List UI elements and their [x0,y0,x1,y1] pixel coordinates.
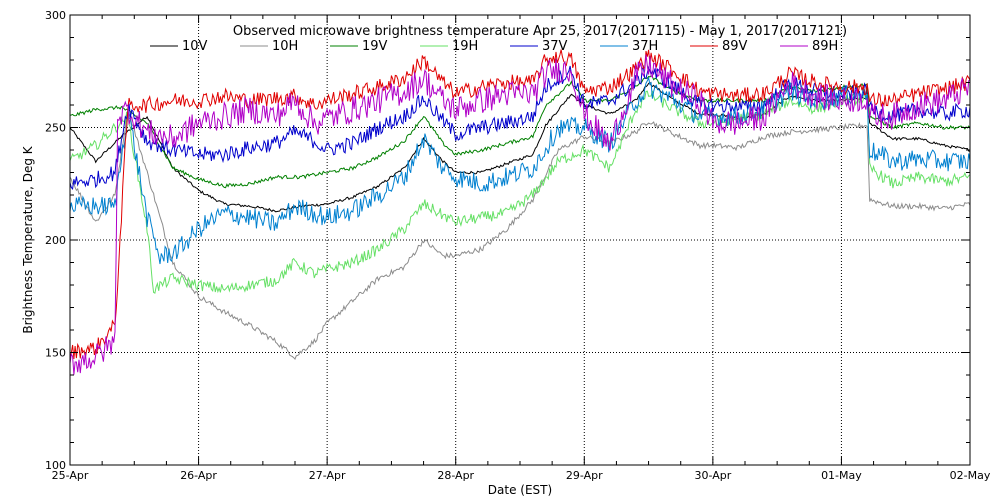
y-tick-label: 250 [45,122,66,135]
x-tick-label: 25-Apr [52,469,89,482]
series-line-89v [69,49,971,359]
x-tick-label: 02-May [950,469,991,482]
chart-title: Observed microwave brightness temperatur… [233,24,847,39]
legend-label-37v: 37V [542,39,568,54]
legend-label-19h: 19H [452,39,478,54]
legend-label-10h: 10H [272,39,298,54]
y-tick-label: 150 [45,347,66,360]
x-tick-label: 28-Apr [437,469,474,482]
axis-ticks: 100 150 200 250 300 25-Apr 26-Apr 27-Apr 28-Apr 2… [45,9,991,482]
x-tick-label: 01-May [821,469,862,482]
series-line-89h [69,54,971,375]
series-lines [69,49,971,375]
legend-label-10v: 10V [182,39,208,54]
x-tick-label: 29-Apr [566,469,603,482]
legend-label-89h: 89H [812,39,838,54]
legend-label-89v: 89V [722,39,748,54]
x-tick-label: 26-Apr [180,469,217,482]
y-tick-label: 300 [45,9,66,22]
x-tick-label: 27-Apr [309,469,346,482]
legend-label-37h: 37H [632,39,658,54]
y-tick-label: 200 [45,234,66,247]
x-tick-label: 30-Apr [694,469,731,482]
x-axis-title: Date (EST) [488,483,552,497]
series-line-10h [69,110,971,361]
series-line-37v [69,64,971,191]
legend-label-19v: 19V [362,39,388,54]
legend: 10V 10H 19V 19H 37V 37H 89V 89H [150,39,838,54]
y-axis-title: Brightness Temperature, Deg K [21,145,35,333]
y-tick-label: 100 [45,459,66,472]
series-line-19h [69,90,971,294]
